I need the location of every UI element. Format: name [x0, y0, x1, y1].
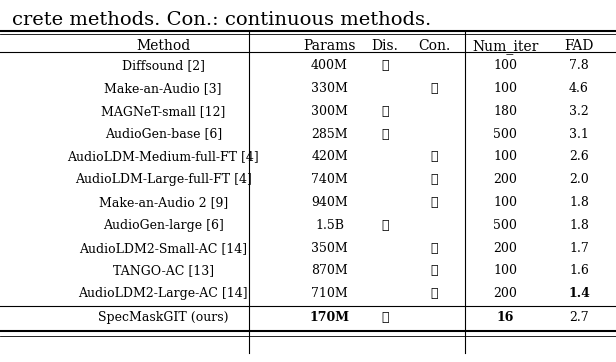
Text: Make-an-Audio [3]: Make-an-Audio [3] — [105, 82, 222, 95]
Text: 200: 200 — [493, 242, 517, 254]
Text: 100: 100 — [493, 265, 517, 277]
Text: ✓: ✓ — [431, 173, 438, 186]
Text: ✓: ✓ — [381, 105, 389, 118]
Text: Num_iter: Num_iter — [472, 39, 538, 54]
Text: 710M: 710M — [311, 287, 348, 300]
Text: 1.8: 1.8 — [569, 219, 589, 232]
Text: 300M: 300M — [311, 105, 348, 118]
Text: 500: 500 — [493, 219, 517, 232]
Text: Con.: Con. — [418, 39, 450, 53]
Text: ✓: ✓ — [431, 242, 438, 254]
Text: 2.6: 2.6 — [569, 151, 589, 163]
Text: 3.1: 3.1 — [569, 128, 589, 140]
Text: Dis.: Dis. — [371, 39, 399, 53]
Text: Method: Method — [136, 39, 190, 53]
Text: AudioLDM2-Small-AC [14]: AudioLDM2-Small-AC [14] — [79, 242, 247, 254]
Text: 100: 100 — [493, 196, 517, 209]
Text: Diffsound [2]: Diffsound [2] — [122, 59, 205, 72]
Text: AudioLDM2-Large-AC [14]: AudioLDM2-Large-AC [14] — [78, 287, 248, 300]
Text: crete methods. Con.: continuous methods.: crete methods. Con.: continuous methods. — [12, 11, 432, 29]
Text: AudioLDM-Medium-full-FT [4]: AudioLDM-Medium-full-FT [4] — [67, 151, 259, 163]
Text: ✓: ✓ — [431, 287, 438, 300]
Text: 100: 100 — [493, 151, 517, 163]
Text: ✓: ✓ — [381, 219, 389, 232]
Text: 500: 500 — [493, 128, 517, 140]
Text: ✓: ✓ — [431, 265, 438, 277]
Text: 400M: 400M — [311, 59, 348, 72]
Text: Params: Params — [303, 39, 356, 53]
Text: 330M: 330M — [311, 82, 348, 95]
Text: 1.5B: 1.5B — [315, 219, 344, 232]
Text: ✓: ✓ — [381, 59, 389, 72]
Text: AudioLDM-Large-full-FT [4]: AudioLDM-Large-full-FT [4] — [75, 173, 252, 186]
Text: AudioGen-large [6]: AudioGen-large [6] — [103, 219, 224, 232]
Text: 100: 100 — [493, 82, 517, 95]
Text: ✓: ✓ — [381, 311, 389, 324]
Text: 1.4: 1.4 — [568, 287, 590, 300]
Text: ✓: ✓ — [431, 82, 438, 95]
Text: 170M: 170M — [310, 311, 349, 324]
Text: 4.6: 4.6 — [569, 82, 589, 95]
Text: MAGNeT-small [12]: MAGNeT-small [12] — [101, 105, 225, 118]
Text: 940M: 940M — [311, 196, 348, 209]
Text: 2.7: 2.7 — [569, 311, 589, 324]
Text: Make-an-Audio 2 [9]: Make-an-Audio 2 [9] — [99, 196, 228, 209]
Text: 16: 16 — [496, 311, 514, 324]
Text: 7.8: 7.8 — [569, 59, 589, 72]
Text: FAD: FAD — [564, 39, 594, 53]
Text: SpecMaskGIT (ours): SpecMaskGIT (ours) — [98, 311, 229, 324]
Text: 1.8: 1.8 — [569, 196, 589, 209]
Text: 870M: 870M — [311, 265, 348, 277]
Text: ✓: ✓ — [431, 151, 438, 163]
Text: ✓: ✓ — [381, 128, 389, 140]
Text: 200: 200 — [493, 173, 517, 186]
Text: 350M: 350M — [311, 242, 348, 254]
Text: 740M: 740M — [311, 173, 348, 186]
Text: 285M: 285M — [311, 128, 348, 140]
Text: 180: 180 — [493, 105, 517, 118]
Text: 2.0: 2.0 — [569, 173, 589, 186]
Text: 420M: 420M — [311, 151, 348, 163]
Text: 200: 200 — [493, 287, 517, 300]
Text: 100: 100 — [493, 59, 517, 72]
Text: 1.6: 1.6 — [569, 265, 589, 277]
Text: 3.2: 3.2 — [569, 105, 589, 118]
Text: TANGO-AC [13]: TANGO-AC [13] — [113, 265, 214, 277]
Text: ✓: ✓ — [431, 196, 438, 209]
Text: 1.7: 1.7 — [569, 242, 589, 254]
Text: AudioGen-base [6]: AudioGen-base [6] — [105, 128, 222, 140]
